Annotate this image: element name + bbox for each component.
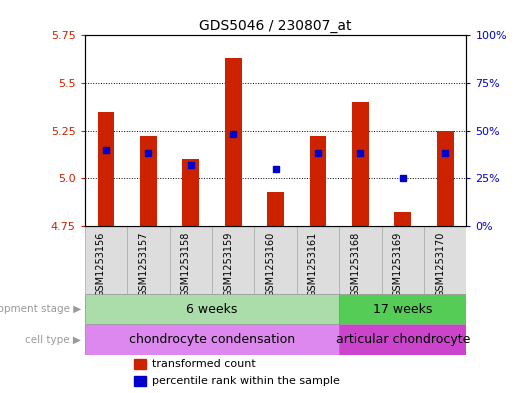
Text: GSM1253158: GSM1253158 xyxy=(181,231,191,297)
FancyBboxPatch shape xyxy=(85,226,127,294)
Bar xyxy=(437,130,454,226)
Bar xyxy=(135,376,146,386)
Bar xyxy=(310,136,326,226)
Text: cell type ▶: cell type ▶ xyxy=(25,335,81,345)
FancyBboxPatch shape xyxy=(339,325,466,355)
Text: GSM1253160: GSM1253160 xyxy=(266,231,276,296)
Bar xyxy=(98,112,114,226)
Bar xyxy=(225,58,242,226)
FancyBboxPatch shape xyxy=(339,226,382,294)
Text: development stage ▶: development stage ▶ xyxy=(0,304,81,314)
FancyBboxPatch shape xyxy=(85,294,339,325)
FancyBboxPatch shape xyxy=(212,226,254,294)
FancyBboxPatch shape xyxy=(297,226,339,294)
Text: GSM1253156: GSM1253156 xyxy=(96,231,106,297)
Text: GSM1253161: GSM1253161 xyxy=(308,231,318,296)
FancyBboxPatch shape xyxy=(254,226,297,294)
Text: GSM1253157: GSM1253157 xyxy=(138,231,148,297)
FancyBboxPatch shape xyxy=(339,294,466,325)
Bar xyxy=(394,213,411,226)
FancyBboxPatch shape xyxy=(170,226,212,294)
Bar xyxy=(267,191,284,226)
Text: GSM1253170: GSM1253170 xyxy=(435,231,445,297)
Text: GSM1253159: GSM1253159 xyxy=(223,231,233,297)
FancyBboxPatch shape xyxy=(424,226,466,294)
FancyBboxPatch shape xyxy=(85,325,339,355)
Text: chondrocyte condensation: chondrocyte condensation xyxy=(129,333,295,346)
Bar xyxy=(135,359,146,369)
Text: GSM1253169: GSM1253169 xyxy=(393,231,403,296)
Bar xyxy=(140,136,157,226)
Title: GDS5046 / 230807_at: GDS5046 / 230807_at xyxy=(199,19,352,33)
Text: 17 weeks: 17 weeks xyxy=(373,303,432,316)
Text: 6 weeks: 6 weeks xyxy=(187,303,237,316)
Bar xyxy=(182,159,199,226)
Text: articular chondrocyte: articular chondrocyte xyxy=(335,333,470,346)
FancyBboxPatch shape xyxy=(127,226,170,294)
FancyBboxPatch shape xyxy=(382,226,424,294)
Text: GSM1253168: GSM1253168 xyxy=(350,231,360,296)
Text: percentile rank within the sample: percentile rank within the sample xyxy=(152,376,339,386)
Bar xyxy=(352,102,369,226)
Text: transformed count: transformed count xyxy=(152,359,255,369)
